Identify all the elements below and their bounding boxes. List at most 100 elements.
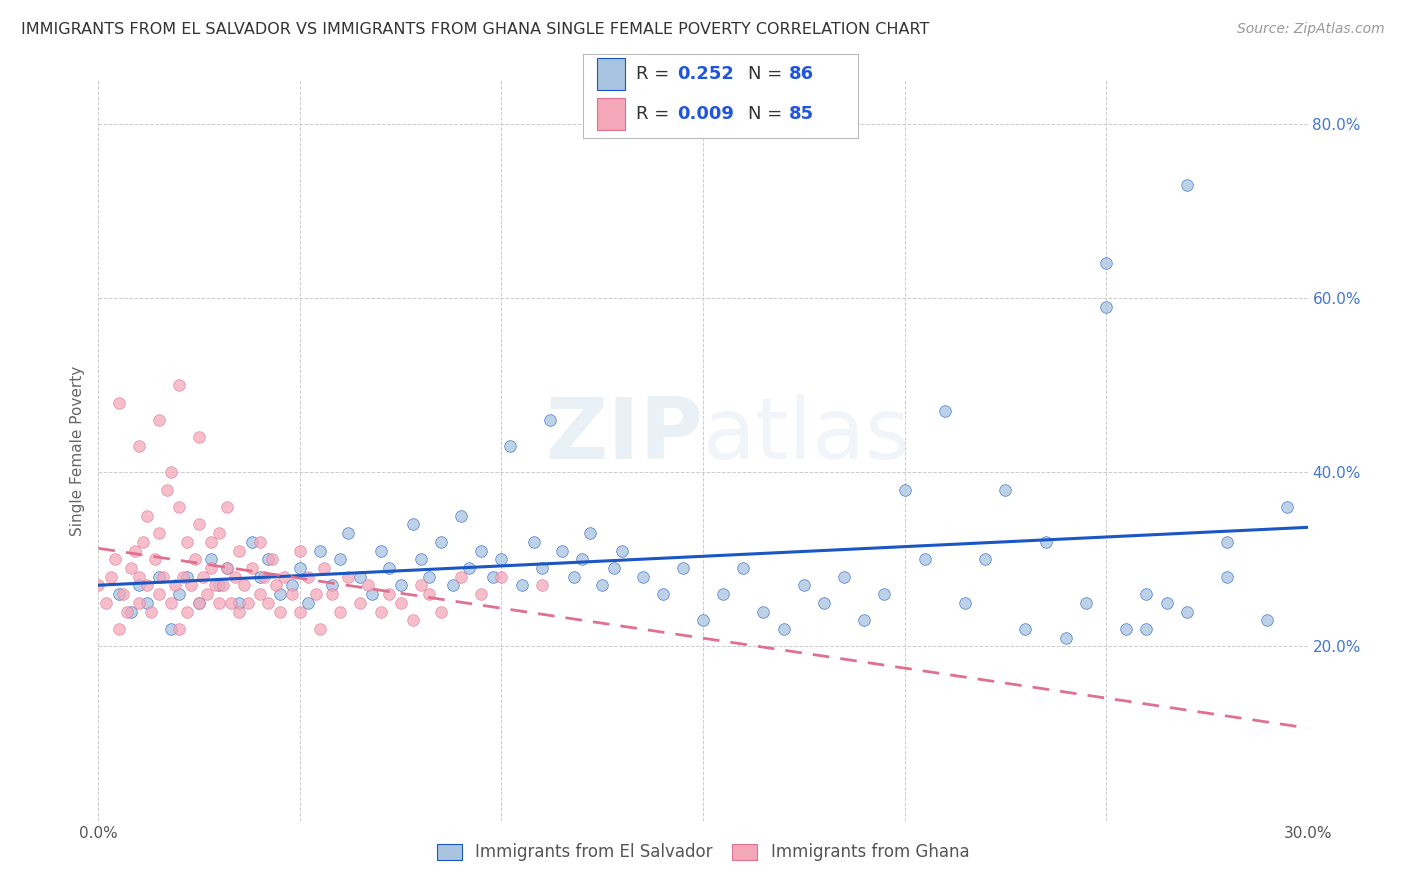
Point xyxy=(256,596,278,610)
Text: 0.009: 0.009 xyxy=(676,104,734,123)
Point xyxy=(163,578,186,592)
Point xyxy=(1054,631,1077,645)
Point xyxy=(256,552,278,566)
Point xyxy=(107,395,129,409)
Point xyxy=(160,596,183,610)
Point xyxy=(579,526,602,541)
Point xyxy=(337,570,360,584)
Point xyxy=(1115,622,1137,636)
Point xyxy=(793,578,815,592)
Point xyxy=(128,596,150,610)
Point xyxy=(193,570,215,584)
Point xyxy=(305,587,328,601)
Point xyxy=(148,570,170,584)
Point xyxy=(217,500,239,514)
Point xyxy=(188,596,211,610)
Point xyxy=(184,552,207,566)
Point xyxy=(135,596,157,610)
Text: 0.252: 0.252 xyxy=(676,65,734,83)
Point xyxy=(450,508,472,523)
Point xyxy=(441,578,464,592)
Point xyxy=(240,535,263,549)
Point xyxy=(1014,622,1036,636)
Point xyxy=(228,605,250,619)
Point xyxy=(370,605,392,619)
Text: 86: 86 xyxy=(789,65,814,83)
Point xyxy=(458,561,481,575)
Point xyxy=(672,561,695,575)
Point xyxy=(1175,605,1198,619)
Text: R =: R = xyxy=(636,104,669,123)
Point xyxy=(309,543,332,558)
Point xyxy=(953,596,976,610)
Point xyxy=(107,587,129,601)
Point xyxy=(188,596,211,610)
Point xyxy=(994,483,1017,497)
Point xyxy=(349,570,371,584)
Point xyxy=(188,517,211,532)
Point xyxy=(893,483,915,497)
Point xyxy=(128,570,150,584)
Point xyxy=(974,552,997,566)
Point xyxy=(389,596,412,610)
Point xyxy=(337,526,360,541)
Text: ZIP: ZIP xyxy=(546,394,703,477)
Point xyxy=(571,552,593,566)
Point xyxy=(128,439,150,453)
Point xyxy=(212,578,235,592)
Point xyxy=(297,570,319,584)
Point xyxy=(329,605,352,619)
Point xyxy=(612,543,634,558)
Point xyxy=(135,508,157,523)
Point xyxy=(139,605,162,619)
FancyBboxPatch shape xyxy=(598,97,624,130)
Point xyxy=(591,578,613,592)
Point xyxy=(482,570,505,584)
Point xyxy=(156,483,179,497)
Point xyxy=(361,587,384,601)
Point xyxy=(160,622,183,636)
Point xyxy=(87,578,110,592)
Point xyxy=(273,570,295,584)
Point xyxy=(148,526,170,541)
Point xyxy=(200,535,222,549)
Y-axis label: Single Female Poverty: Single Female Poverty xyxy=(70,366,86,535)
FancyBboxPatch shape xyxy=(598,58,624,90)
Point xyxy=(498,439,520,453)
Point xyxy=(873,587,896,601)
Point xyxy=(111,587,134,601)
Point xyxy=(603,561,626,575)
Point xyxy=(167,587,190,601)
Point xyxy=(228,596,250,610)
Text: N =: N = xyxy=(748,104,782,123)
Point xyxy=(180,578,202,592)
Point xyxy=(530,578,553,592)
Point xyxy=(389,578,412,592)
Point xyxy=(148,587,170,601)
Point xyxy=(297,596,319,610)
Point xyxy=(120,561,142,575)
Point xyxy=(934,404,956,418)
Point xyxy=(281,578,304,592)
Point xyxy=(321,578,343,592)
Point xyxy=(269,605,291,619)
Point xyxy=(269,587,291,601)
Point xyxy=(733,561,755,575)
Point xyxy=(160,465,183,479)
Point xyxy=(288,561,311,575)
Point xyxy=(450,570,472,584)
Point xyxy=(200,552,222,566)
Point xyxy=(208,596,231,610)
Point xyxy=(1135,587,1157,601)
Point xyxy=(260,552,283,566)
Point xyxy=(224,570,246,584)
Point xyxy=(176,605,198,619)
Point xyxy=(402,517,425,532)
Point xyxy=(208,526,231,541)
Point xyxy=(1035,535,1057,549)
Point xyxy=(418,587,440,601)
Point xyxy=(430,605,453,619)
Point xyxy=(631,570,654,584)
Text: R =: R = xyxy=(636,65,669,83)
Point xyxy=(167,378,190,392)
